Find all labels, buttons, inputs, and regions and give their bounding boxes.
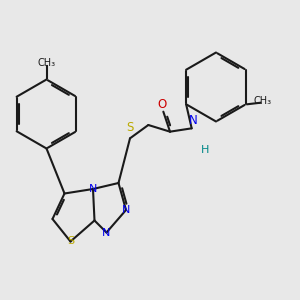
Text: N: N	[89, 184, 97, 194]
Text: N: N	[122, 205, 130, 215]
Text: CH₃: CH₃	[38, 58, 56, 68]
Text: CH₃: CH₃	[253, 96, 272, 106]
Text: S: S	[67, 236, 74, 247]
Text: O: O	[157, 98, 167, 111]
Text: S: S	[126, 121, 134, 134]
Text: N: N	[189, 114, 197, 127]
Text: N: N	[102, 227, 111, 238]
Text: H: H	[201, 145, 209, 154]
